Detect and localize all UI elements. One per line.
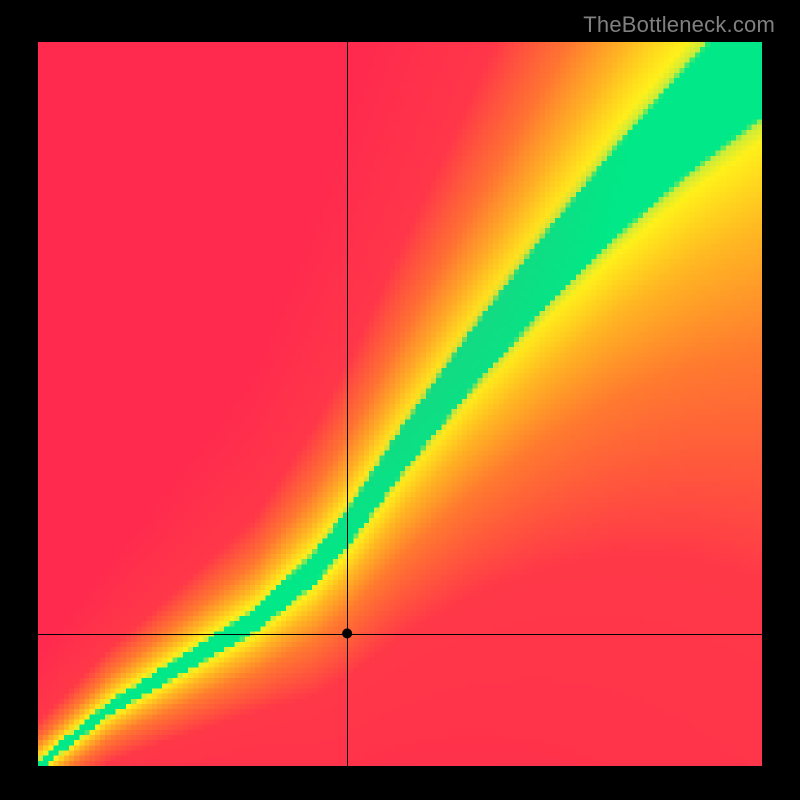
crosshair-overlay: [38, 42, 762, 766]
heatmap-plot: [38, 42, 762, 766]
watermark-text: TheBottleneck.com: [583, 12, 775, 38]
